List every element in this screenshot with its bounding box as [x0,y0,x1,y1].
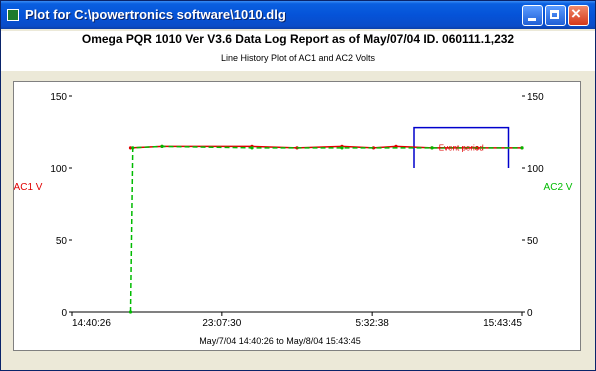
window-title: Plot for C:\powertronics software\1010.d… [25,7,286,22]
y-tick-label-right: 50 [527,236,539,247]
data-point-ac2 [160,144,164,148]
x-tick-label: 14:40:26 [72,318,111,329]
report-title: Omega PQR 1010 Ver V3.6 Data Log Report … [81,32,515,46]
data-point-ac1 [128,146,133,150]
x-tick-label: 23:07:30 [202,318,241,329]
maximize-icon [550,10,559,19]
series-line-ac2 [129,145,522,313]
y-tick-label-left: 150 [50,92,67,103]
plot-area: 0 0 50 50 100 100 150 150 14:40:26 23:07:30 5:32:3… [13,81,581,351]
series-line-ac1 [130,145,522,149]
line-chart: 0 0 50 50 100 100 150 150 14:40:26 23:07:30 5:32:3… [14,92,573,346]
event-annotation-label: Event period [439,143,484,152]
title-bar[interactable]: Plot for C:\powertronics software\1010.d… [1,1,595,29]
y-tick-label-left: 0 [61,308,67,319]
close-icon: × [571,4,581,23]
x-axis-label: May/7/04 14:40:26 to May/8/04 15:43:45 [199,336,361,346]
data-point-ac2 [340,146,344,150]
data-point-ac2 [250,146,254,150]
maximize-button[interactable] [545,5,566,26]
plot-app-icon[interactable] [7,9,19,21]
data-point-ac2 [131,146,135,150]
close-button[interactable]: × [568,4,589,26]
y-axis-label-right: AC2 V [544,182,573,193]
data-point-ac2 [520,146,524,150]
report-header: Omega PQR 1010 Ver V3.6 Data Log Report … [1,31,595,71]
minimize-icon [528,18,536,21]
y-tick-label-left: 50 [56,236,68,247]
chart-ticks: 0 0 50 50 100 100 150 150 14:40:26 23:07:30 5:32:3… [50,92,544,329]
x-tick-label: 5:32:38 [355,318,389,329]
y-tick-label-left: 100 [50,164,67,175]
y-axis-label-left: AC1 V [14,182,43,193]
chart-subtitle: Line History Plot of AC1 and AC2 Volts [220,53,376,63]
y-tick-label-right: 150 [527,92,544,103]
y-tick-label-right: 100 [527,164,544,175]
data-point-ac2 [128,310,133,314]
data-point-ac2 [430,146,434,150]
x-tick-label: 15:43:45 [483,318,522,329]
y-tick-label-right: 0 [527,308,533,319]
chart-marks [128,126,524,314]
minimize-button[interactable] [522,5,543,26]
